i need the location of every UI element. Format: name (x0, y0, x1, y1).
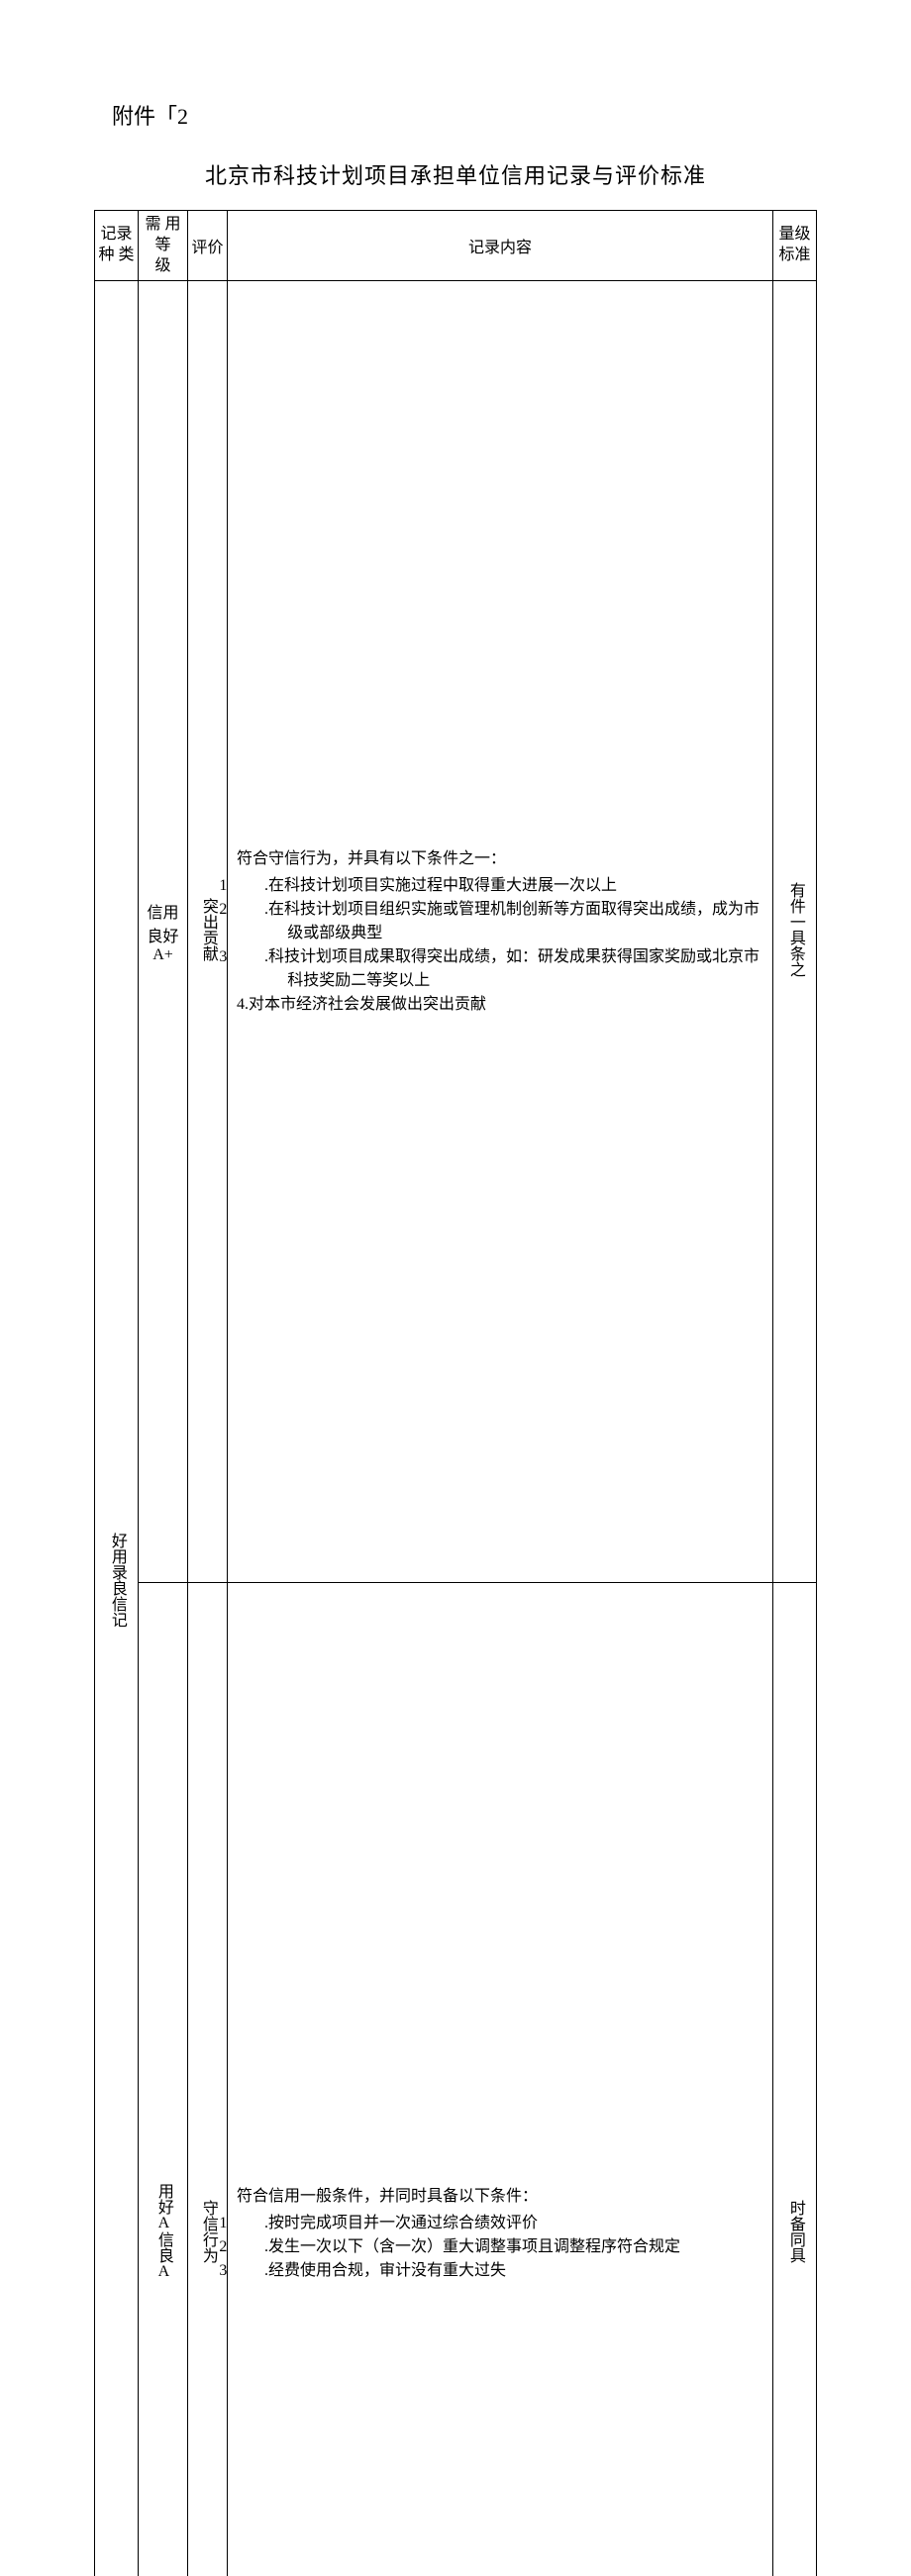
header-category: 记录 种 类 (95, 211, 139, 281)
content-intro: 符合信用一般条件，并同时具备以下条件： (237, 2185, 763, 2210)
header-content: 记录内容 (228, 211, 773, 281)
eval-cell: 守信行为 (188, 1583, 228, 2576)
header-quant: 量级 标准 (773, 211, 817, 281)
attachment-label: 附件「2 (112, 99, 817, 131)
level-cell: 用好A信良A (139, 1583, 188, 2576)
credit-evaluation-table: 记录 种 类 需 用 等 级 评价 记录内容 量级 标准 好用录良信记信 (94, 210, 817, 2576)
table-row: 用好A信良A守信行为符合信用一般条件，并同时具备以下条件：1 .按时完成项目并一… (95, 1583, 817, 2576)
content-item: 4.对本市经济社会发展做出突出贡献 (237, 993, 763, 1017)
eval-cell: 突出贡献 (188, 281, 228, 1583)
content-item: 3 .经费使用合规，审计没有重大过失 (237, 2259, 763, 2283)
content-item: 3 .科技计划项目成果取得突出成绩，如：研发成果获得国家奖励或北京市科技奖励二等… (237, 945, 763, 993)
header-level: 需 用 等 级 (139, 211, 188, 281)
content-item: 2 .在科技计划项目组织实施或管理机制创新等方面取得突出成绩，成为市级或部级典型 (237, 898, 763, 945)
header-eval: 评价 (188, 211, 228, 281)
content-item: 2 .发生一次以下（含一次）重大调整事项且调整程序符合规定 (237, 2235, 763, 2259)
page-title: 北京市科技计划项目承担单位信用记录与评价标准 (94, 158, 817, 190)
table-body: 好用录良信记信用良好 A+突出贡献符合守信行为，并具有以下条件之一：1 .在科技… (95, 281, 817, 2576)
content-item: 1 .在科技计划项目实施过程中取得重大进展一次以上 (237, 874, 763, 898)
content-cell: 符合守信行为，并具有以下条件之一：1 .在科技计划项目实施过程中取得重大进展一次… (228, 281, 773, 1583)
content-item: 1 .按时完成项目并一次通过综合绩效评价 (237, 2212, 763, 2235)
table-header-row: 记录 种 类 需 用 等 级 评价 记录内容 量级 标准 (95, 211, 817, 281)
level-cell: 信用良好 A+ (139, 281, 188, 1583)
quant-cell: 时备同具 (773, 1583, 817, 2576)
table-row: 好用录良信记信用良好 A+突出贡献符合守信行为，并具有以下条件之一：1 .在科技… (95, 281, 817, 1583)
category-cell: 好用录良信记 (95, 281, 139, 2576)
content-cell: 符合信用一般条件，并同时具备以下条件：1 .按时完成项目并一次通过综合绩效评价2… (228, 1583, 773, 2576)
content-intro: 符合守信行为，并具有以下条件之一： (237, 847, 763, 872)
quant-cell: 有件一具条之 (773, 281, 817, 1583)
